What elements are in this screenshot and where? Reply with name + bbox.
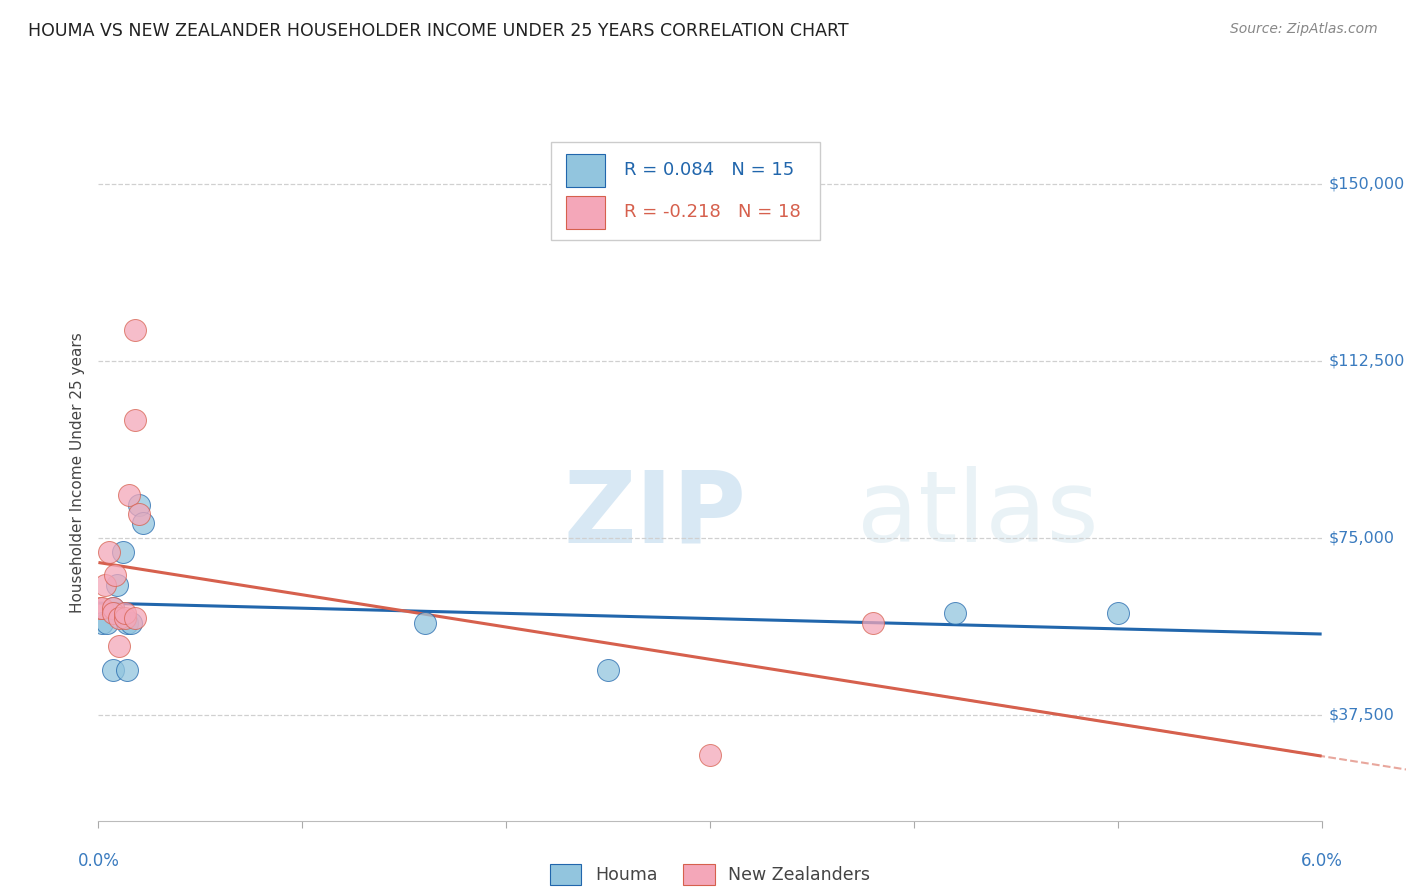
Point bbox=[111, 545, 134, 559]
Text: HOUMA VS NEW ZEALANDER HOUSEHOLDER INCOME UNDER 25 YEARS CORRELATION CHART: HOUMA VS NEW ZEALANDER HOUSEHOLDER INCOM… bbox=[28, 22, 849, 40]
Point bbox=[115, 663, 138, 677]
Point bbox=[128, 498, 150, 512]
Point bbox=[101, 663, 124, 677]
Point bbox=[124, 611, 146, 625]
Point bbox=[105, 578, 128, 592]
Point bbox=[108, 639, 131, 653]
Point bbox=[115, 615, 138, 630]
FancyBboxPatch shape bbox=[565, 196, 605, 229]
Point bbox=[93, 578, 115, 592]
Point bbox=[114, 606, 136, 620]
Point bbox=[101, 601, 124, 615]
Point bbox=[699, 747, 721, 762]
Text: 6.0%: 6.0% bbox=[1301, 852, 1343, 870]
Text: Source: ZipAtlas.com: Source: ZipAtlas.com bbox=[1230, 22, 1378, 37]
Point bbox=[118, 488, 141, 502]
Text: R = 0.084   N = 15: R = 0.084 N = 15 bbox=[624, 161, 794, 179]
Point bbox=[97, 545, 120, 559]
Point bbox=[108, 611, 131, 625]
Point bbox=[120, 615, 142, 630]
Text: $112,500: $112,500 bbox=[1329, 353, 1405, 368]
Point bbox=[101, 606, 124, 620]
Text: R = -0.218   N = 18: R = -0.218 N = 18 bbox=[624, 202, 801, 221]
Text: ZIP: ZIP bbox=[564, 466, 747, 563]
FancyBboxPatch shape bbox=[551, 142, 820, 240]
Point bbox=[104, 568, 127, 582]
FancyBboxPatch shape bbox=[565, 154, 605, 187]
Point bbox=[943, 606, 966, 620]
Point bbox=[1107, 606, 1129, 620]
Point bbox=[124, 323, 146, 337]
Point bbox=[91, 601, 114, 615]
Point bbox=[413, 615, 436, 630]
Point bbox=[89, 601, 111, 615]
Text: $75,000: $75,000 bbox=[1329, 530, 1395, 545]
Point bbox=[124, 413, 146, 427]
Point bbox=[91, 615, 114, 630]
Point bbox=[132, 516, 155, 531]
Point bbox=[598, 663, 620, 677]
Point bbox=[128, 507, 150, 521]
Text: 0.0%: 0.0% bbox=[77, 852, 120, 870]
Point bbox=[862, 615, 884, 630]
Y-axis label: Householder Income Under 25 years: Householder Income Under 25 years bbox=[70, 333, 86, 613]
Legend: Houma, New Zealanders: Houma, New Zealanders bbox=[543, 857, 877, 892]
Text: $150,000: $150,000 bbox=[1329, 177, 1405, 192]
Text: atlas: atlas bbox=[856, 466, 1098, 563]
Point bbox=[114, 611, 136, 625]
Point bbox=[101, 601, 124, 615]
Text: $37,500: $37,500 bbox=[1329, 707, 1395, 722]
Point bbox=[96, 615, 118, 630]
